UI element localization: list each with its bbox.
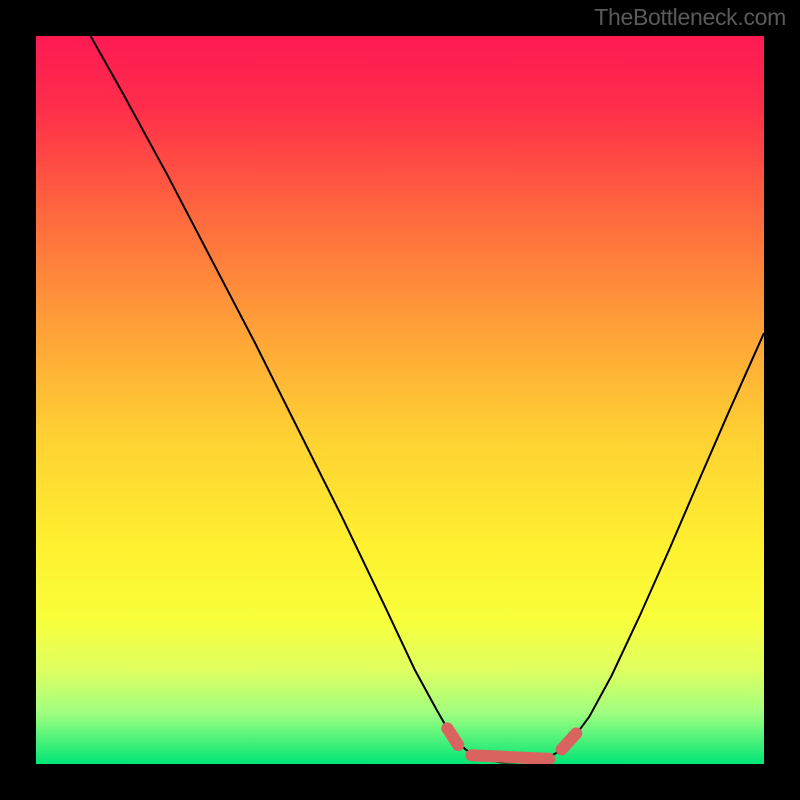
watermark-text: TheBottleneck.com [594,4,786,31]
chart-svg [36,36,764,764]
bottleneck-chart [36,36,764,764]
chart-background [36,36,764,764]
support-marker-1 [471,755,549,759]
